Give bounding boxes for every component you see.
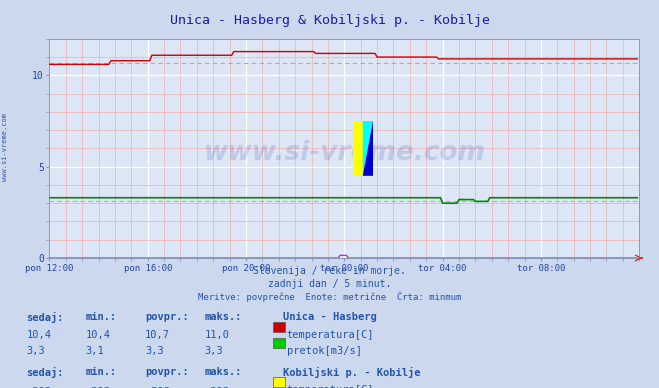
Text: 3,1: 3,1 — [86, 346, 104, 356]
Bar — [353, 121, 362, 176]
Text: 10,7: 10,7 — [145, 330, 170, 340]
Text: -nan: -nan — [26, 385, 51, 388]
Text: Meritve: povprečne  Enote: metrične  Črta: minmum: Meritve: povprečne Enote: metrične Črta:… — [198, 291, 461, 302]
Text: min.:: min.: — [86, 312, 117, 322]
Text: pretok[m3/s]: pretok[m3/s] — [287, 346, 362, 356]
Text: maks.:: maks.: — [204, 312, 242, 322]
Text: -nan: -nan — [145, 385, 170, 388]
Text: -nan: -nan — [86, 385, 111, 388]
Text: 3,3: 3,3 — [204, 346, 223, 356]
Text: sedaj:: sedaj: — [26, 367, 64, 378]
Text: Slovenija / reke in morje.: Slovenija / reke in morje. — [253, 266, 406, 276]
Text: Kobiljski p. - Kobilje: Kobiljski p. - Kobilje — [283, 367, 421, 378]
Text: www.si-vreme.com: www.si-vreme.com — [204, 140, 485, 166]
Text: -nan: -nan — [204, 385, 229, 388]
Text: sedaj:: sedaj: — [26, 312, 64, 323]
Text: 3,3: 3,3 — [145, 346, 163, 356]
Text: povpr.:: povpr.: — [145, 312, 188, 322]
Text: Unica - Hasberg & Kobiljski p. - Kobilje: Unica - Hasberg & Kobiljski p. - Kobilje — [169, 14, 490, 27]
Text: temperatura[C]: temperatura[C] — [287, 330, 374, 340]
Text: 3,3: 3,3 — [26, 346, 45, 356]
Text: min.:: min.: — [86, 367, 117, 378]
Text: povpr.:: povpr.: — [145, 367, 188, 378]
Text: maks.:: maks.: — [204, 367, 242, 378]
Text: www.si-vreme.com: www.si-vreme.com — [2, 113, 9, 182]
Text: 10,4: 10,4 — [26, 330, 51, 340]
Text: Unica - Hasberg: Unica - Hasberg — [283, 312, 377, 322]
Text: 10,4: 10,4 — [86, 330, 111, 340]
Polygon shape — [362, 121, 373, 176]
Text: temperatura[C]: temperatura[C] — [287, 385, 374, 388]
Polygon shape — [362, 121, 373, 176]
Text: 11,0: 11,0 — [204, 330, 229, 340]
Text: zadnji dan / 5 minut.: zadnji dan / 5 minut. — [268, 279, 391, 289]
